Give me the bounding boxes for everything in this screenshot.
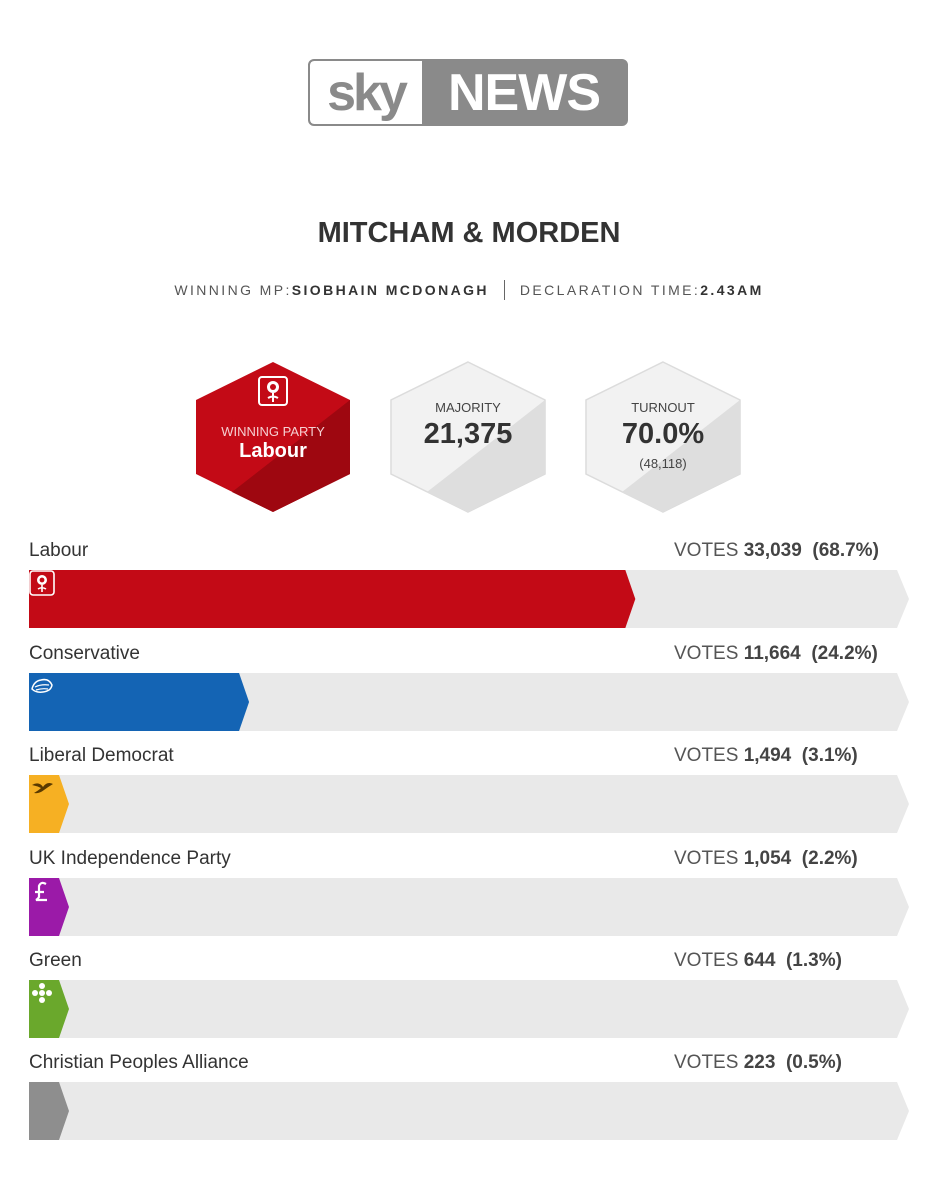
logo-news-text: NEWS	[448, 63, 601, 122]
meta-divider	[503, 280, 505, 300]
party-name: Conservative	[29, 643, 140, 664]
logo-sky-text: sky	[310, 61, 422, 124]
vote-summary: VOTES 1,494 (3.1%)	[674, 745, 858, 767]
bar-track	[29, 980, 909, 1038]
vote-summary: VOTES 33,039 (68.7%)	[674, 540, 879, 562]
vote-count: 11,664	[743, 643, 801, 664]
winning-party-hex: WINNING PARTY Labour	[192, 360, 354, 514]
party-name: Labour	[29, 540, 89, 561]
party-name: UK Independence Party	[29, 848, 231, 869]
vote-bar-fill	[29, 1082, 69, 1140]
winning-mp-label: WINNING MP:	[174, 282, 292, 298]
votes-label: VOTES	[674, 1052, 739, 1073]
vote-count: 1,494	[743, 745, 792, 766]
vote-count: 223	[743, 1052, 776, 1073]
conservative-tree-icon	[31, 678, 53, 693]
majority-hex: MAJORITY 21,375	[387, 360, 549, 514]
winning-mp-name: SIOBHAIN MCDONAGH	[291, 282, 489, 298]
vote-share: (2.2%)	[801, 848, 858, 869]
vote-bar	[29, 775, 909, 833]
vote-bar	[29, 1082, 909, 1140]
winning-party-label: WINNING PARTY	[221, 424, 325, 439]
labour-rose-icon	[29, 570, 55, 596]
vote-bar	[29, 878, 909, 936]
libdem-bird-icon	[32, 783, 53, 794]
winning-party-name: Labour	[239, 440, 307, 462]
turnout-count: (48,118)	[639, 456, 687, 471]
bar-track	[29, 1082, 909, 1140]
green-flower-icon	[32, 983, 52, 1003]
labour-rose-icon	[258, 376, 288, 406]
declaration-time: 2.43AM	[700, 282, 764, 298]
turnout-label: TURNOUT	[631, 400, 695, 415]
votes-label: VOTES	[674, 848, 739, 869]
vote-bar-fill	[29, 980, 69, 1038]
vote-count: 1,054	[743, 848, 792, 869]
party-name: Christian Peoples Alliance	[29, 1052, 249, 1073]
vote-bar	[29, 980, 909, 1038]
bar-track	[29, 673, 909, 731]
constituency-title: MITCHAM & MORDEN	[317, 217, 621, 249]
turnout-value: 70.0%	[621, 418, 705, 450]
vote-bar-fill	[29, 570, 636, 628]
bar-track	[29, 878, 909, 936]
vote-bar-fill	[29, 775, 69, 833]
vote-summary: VOTES 1,054 (2.2%)	[674, 848, 858, 870]
votes-label: VOTES	[674, 745, 739, 766]
bar-track	[29, 775, 909, 833]
vote-summary: VOTES 644 (1.3%)	[674, 950, 842, 972]
vote-bar	[29, 673, 909, 731]
votes-label: VOTES	[674, 950, 739, 971]
votes-label: VOTES	[674, 540, 739, 561]
party-name: Liberal Democrat	[29, 745, 174, 766]
vote-count: 644	[743, 950, 776, 971]
sky-news-logo: sky NEWS	[308, 59, 628, 126]
vote-share: (1.3%)	[785, 950, 842, 971]
party-name: Green	[29, 950, 82, 971]
declaration-label: DECLARATION TIME:	[519, 282, 701, 298]
vote-count: 33,039	[743, 540, 802, 561]
vote-share: (3.1%)	[801, 745, 858, 766]
vote-share: (68.7%)	[812, 540, 879, 561]
turnout-hex: TURNOUT 70.0% (48,118)	[582, 360, 744, 514]
votes-label: VOTES	[674, 643, 739, 664]
vote-share: (0.5%)	[785, 1052, 842, 1073]
majority-label: MAJORITY	[435, 400, 501, 415]
vote-bar	[29, 570, 909, 628]
vote-bar-fill	[29, 673, 250, 731]
vote-share: (24.2%)	[811, 643, 878, 664]
ukip-pound-icon	[35, 881, 47, 902]
majority-value: 21,375	[423, 418, 513, 450]
vote-summary: VOTES 223 (0.5%)	[674, 1052, 842, 1074]
vote-summary: VOTES 11,664 (24.2%)	[674, 643, 878, 665]
result-meta: WINNING MP: SIOBHAIN MCDONAGH DECLARATIO…	[0, 280, 938, 300]
